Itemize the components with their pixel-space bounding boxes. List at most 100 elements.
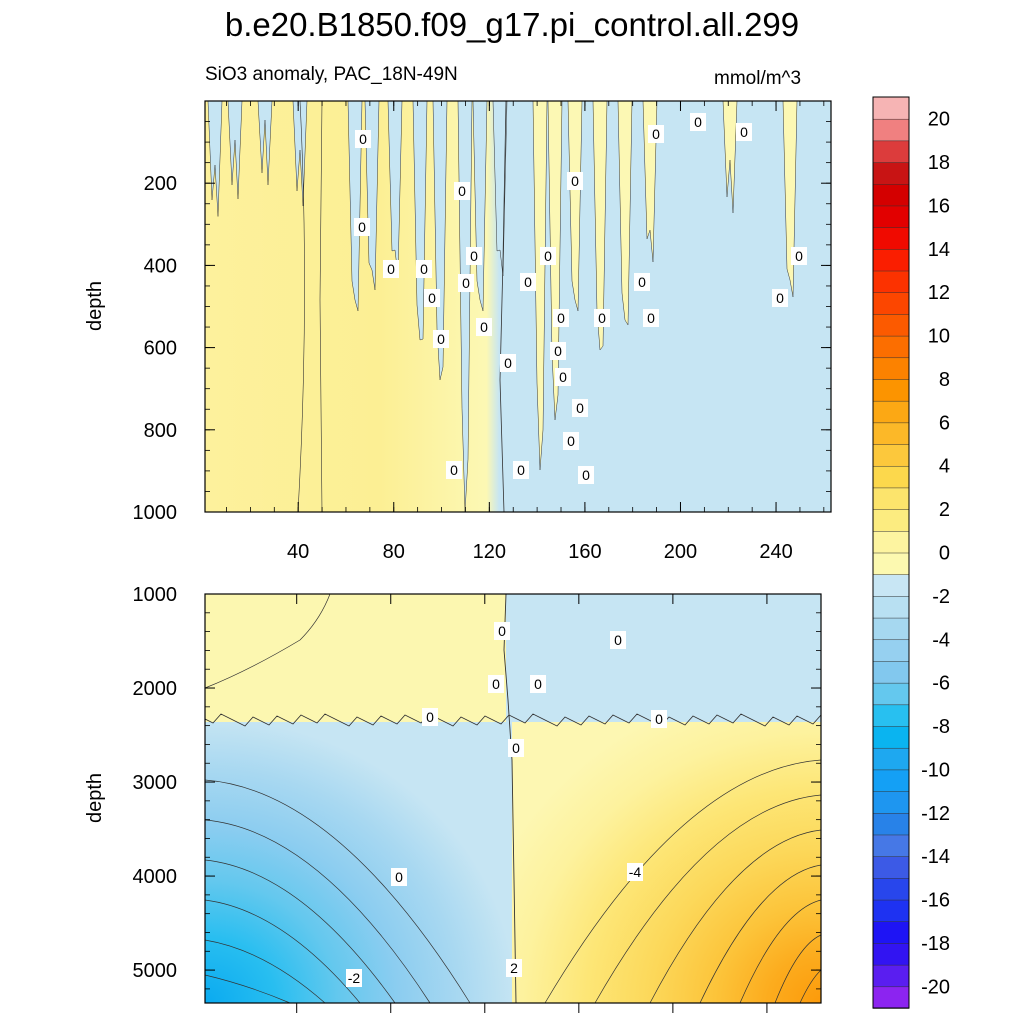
chart-title: b.e20.B1850.f09_g17.pi_control.all.299	[224, 6, 800, 43]
colorbar-box	[872, 443, 910, 467]
colorbar-box	[872, 877, 910, 901]
contour-labels: 0 0 0 0 0 0 0 0 0 0 0 0 0 0 0 0 0 0 0 0 0 0 0 0 0 0 0 0 0 0 0 0 0 0 0 0 0 -2 -…	[346, 113, 807, 987]
contour-label: 0	[426, 709, 434, 725]
colorbar-tick-label: 18	[928, 152, 950, 174]
contour-label: -2	[348, 970, 361, 986]
colorbar-box	[872, 834, 910, 857]
contour-label: 0	[567, 433, 575, 449]
lower-deep-right-field	[512, 722, 821, 1003]
colorbar-tick-label: -14	[921, 846, 950, 868]
contour-label: 0	[576, 400, 584, 416]
colorbar-tick-label: 0	[939, 543, 950, 565]
contour-label-bg	[416, 260, 432, 278]
lower-positive-contour	[739, 899, 822, 1004]
upper-y-tick-label: 200	[144, 173, 177, 195]
colorbar-box	[872, 378, 910, 402]
contour-label-bg	[424, 289, 440, 307]
colorbar-box	[872, 357, 910, 380]
lower-panel-frame	[204, 593, 822, 1004]
contour-label: 0	[358, 219, 366, 235]
upper-y-tick-label: 400	[144, 255, 177, 277]
colorbar-box	[872, 942, 910, 966]
colorbar-box	[872, 660, 910, 684]
upper-contour-lines	[297, 100, 507, 513]
contour-label: 0	[559, 369, 567, 385]
contour-label-bg	[555, 368, 571, 386]
contour-label: 0	[480, 319, 488, 335]
colorbar-tick-label: 10	[928, 326, 950, 348]
contour-label: 0	[655, 711, 663, 727]
lower-y-tick-label: 1000	[133, 584, 178, 606]
upper-contour-streaks	[207, 100, 798, 513]
contour-label: 0	[557, 310, 565, 326]
contour-label-bg	[354, 218, 370, 236]
contour-label: 0	[437, 331, 445, 347]
lower-negative-contour	[204, 974, 291, 1004]
contour-label: 0	[492, 676, 500, 692]
upper-depth-panel: 40 80 120 160 200 240 200 400 600 800 1000 depth	[84, 100, 832, 563]
contour-label-bg	[791, 247, 807, 265]
contour-label: 0	[462, 275, 470, 291]
colorbar-box	[872, 812, 910, 836]
contour-label: 0	[498, 623, 506, 639]
contour-label: 0	[458, 183, 466, 199]
contour-label: 0	[614, 632, 622, 648]
colorbar-box	[872, 682, 910, 706]
colorbar-box	[872, 573, 910, 597]
contour-label-bg	[540, 247, 556, 265]
colorbar-box	[872, 465, 910, 489]
colorbar-box	[872, 595, 910, 619]
lower-contour	[204, 593, 331, 689]
lower-positive-contour	[774, 934, 822, 1004]
colorbar-tick-label: -16	[921, 890, 950, 912]
colorbar-tick-label: -20	[921, 976, 950, 998]
upper-zero-contour	[499, 100, 507, 513]
contour-label: 0	[776, 290, 784, 306]
colorbar-legend: 20181614121086420-2-4-6-8-10-12-14-16-18…	[872, 96, 950, 1009]
lower-negative-contour	[204, 939, 326, 1004]
colorbar-tick-label: 6	[939, 412, 950, 434]
lower-contour-lines	[204, 593, 822, 1004]
upper-x-tick-label: 160	[568, 541, 601, 563]
upper-y-tick-label: 600	[144, 338, 177, 360]
colorbar-tick-label: 4	[939, 456, 950, 478]
colorbar-box	[872, 335, 910, 359]
colorbar-box	[872, 725, 910, 749]
lower-y-tick-label: 4000	[133, 866, 178, 888]
lower-negative-contour	[204, 819, 431, 1004]
colorbar-tick-label: 14	[928, 239, 950, 261]
colorbar-tick-label: -2	[932, 586, 950, 608]
colorbar-box	[872, 248, 910, 272]
contour-label-bg	[466, 247, 482, 265]
contour-label-bg	[634, 273, 650, 291]
contour-label-bg	[508, 739, 524, 757]
contour-label-bg	[500, 354, 516, 372]
colorbar-box	[872, 183, 910, 207]
contour-label-bg	[530, 675, 546, 693]
upper-x-tick-label: 80	[383, 541, 405, 563]
colorbar-box	[872, 986, 910, 1009]
upper-contour	[297, 100, 305, 513]
lower-negative-contour	[204, 859, 396, 1004]
colorbar-box	[872, 161, 910, 185]
colorbar-box	[872, 140, 910, 163]
contour-label-bg	[383, 260, 399, 278]
colorbar-tick-label: -12	[921, 803, 950, 825]
colorbar-box	[872, 639, 910, 662]
contour-label: 0	[740, 124, 748, 140]
lower-zero-contour-vertical	[503, 593, 517, 1004]
contour-label: 0	[359, 131, 367, 147]
contour-label: 0	[450, 462, 458, 478]
colorbar-tick-label: -6	[932, 673, 950, 695]
colorbar-box	[872, 769, 910, 792]
colorbar-box	[872, 508, 910, 532]
colorbar-box	[872, 704, 910, 727]
contour-label: 0	[524, 274, 532, 290]
contour-label-bg	[772, 289, 788, 307]
upper-x-tick-label: 120	[473, 541, 506, 563]
contour-label-bg	[422, 708, 438, 726]
contour-label-bg	[553, 309, 569, 327]
